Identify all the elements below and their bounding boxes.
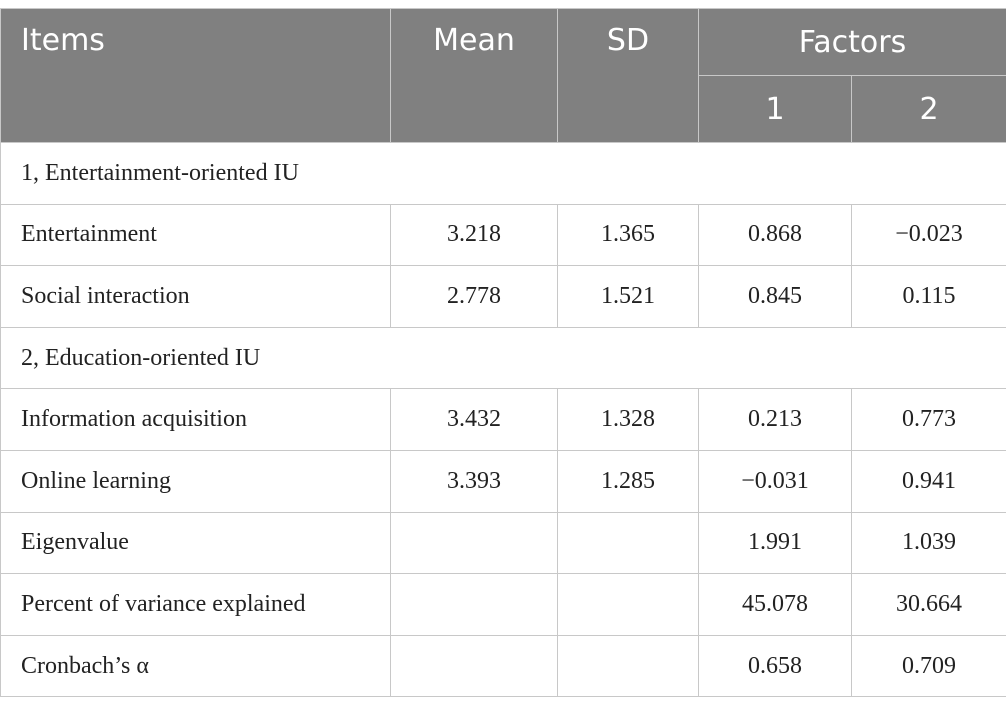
section-cell: 2, Education-oriented IU [0, 326, 1006, 390]
table-body: 1, Entertainment-oriented IU Entertainmen… [0, 142, 1006, 698]
row-label: Online learning [0, 449, 391, 513]
value-cell: 45.078 [698, 573, 852, 636]
value-cell: 3.393 [390, 449, 558, 513]
table-row: Information acquisition 3.432 1.328 0.213 0.… [0, 388, 1006, 451]
value-cell: −0.031 [698, 449, 852, 513]
value-cell [557, 573, 699, 636]
data-table: Items Mean SD Factors 1 2 1, Entertainme… [0, 8, 1006, 698]
header-cell: Factors [698, 8, 1006, 76]
header-cell: Items [0, 8, 391, 143]
row-label: Information acquisition [0, 388, 391, 451]
header-cell: SD [557, 8, 699, 143]
value-cell: 3.432 [390, 388, 558, 451]
table-row: 1, Entertainment-oriented IU [0, 142, 1006, 205]
value-cell: 0.658 [698, 634, 852, 698]
value-cell: 0.845 [698, 265, 852, 328]
value-cell: 0.213 [698, 388, 852, 451]
value-cell: 0.868 [698, 203, 852, 267]
value-cell [390, 511, 558, 575]
value-cell [557, 634, 699, 698]
value-cell: 30.664 [851, 573, 1006, 636]
value-cell: 0.709 [851, 634, 1006, 698]
table-row: Percent of variance explained 45.078 30.66… [0, 573, 1006, 636]
value-cell: 1.328 [557, 388, 699, 451]
row-label: Cronbach’s α [0, 634, 391, 698]
value-cell: 0.115 [851, 265, 1006, 328]
value-cell [557, 511, 699, 575]
table-row: Online learning 3.393 1.285 −0.031 0.941 [0, 449, 1006, 513]
value-cell [390, 573, 558, 636]
table-row: Eigenvalue 1.991 1.039 [0, 511, 1006, 575]
row-label: Eigenvalue [0, 511, 391, 575]
value-cell [390, 634, 558, 698]
value-cell: −0.023 [851, 203, 1006, 267]
value-cell: 3.218 [390, 203, 558, 267]
value-cell: 1.521 [557, 265, 699, 328]
table-row: Social interaction 2.778 1.521 0.845 0.115 [0, 265, 1006, 328]
value-cell: 1.365 [557, 203, 699, 267]
table-row: 2, Education-oriented IU [0, 326, 1006, 390]
header-cell: 2 [851, 75, 1006, 143]
table-row: Entertainment 3.218 1.365 0.868 −0.023 [0, 203, 1006, 267]
row-label: Entertainment [0, 203, 391, 267]
value-cell: 0.941 [851, 449, 1006, 513]
header-cell: 1 [698, 75, 852, 143]
row-label: Social interaction [0, 265, 391, 328]
value-cell: 1.285 [557, 449, 699, 513]
table-row: Cronbach’s α 0.658 0.709 [0, 634, 1006, 698]
header-cell: Mean [390, 8, 558, 143]
value-cell: 2.778 [390, 265, 558, 328]
section-cell: 1, Entertainment-oriented IU [0, 142, 1006, 205]
value-cell: 0.773 [851, 388, 1006, 451]
row-label: Percent of variance explained [0, 573, 391, 636]
value-cell: 1.991 [698, 511, 852, 575]
value-cell: 1.039 [851, 511, 1006, 575]
